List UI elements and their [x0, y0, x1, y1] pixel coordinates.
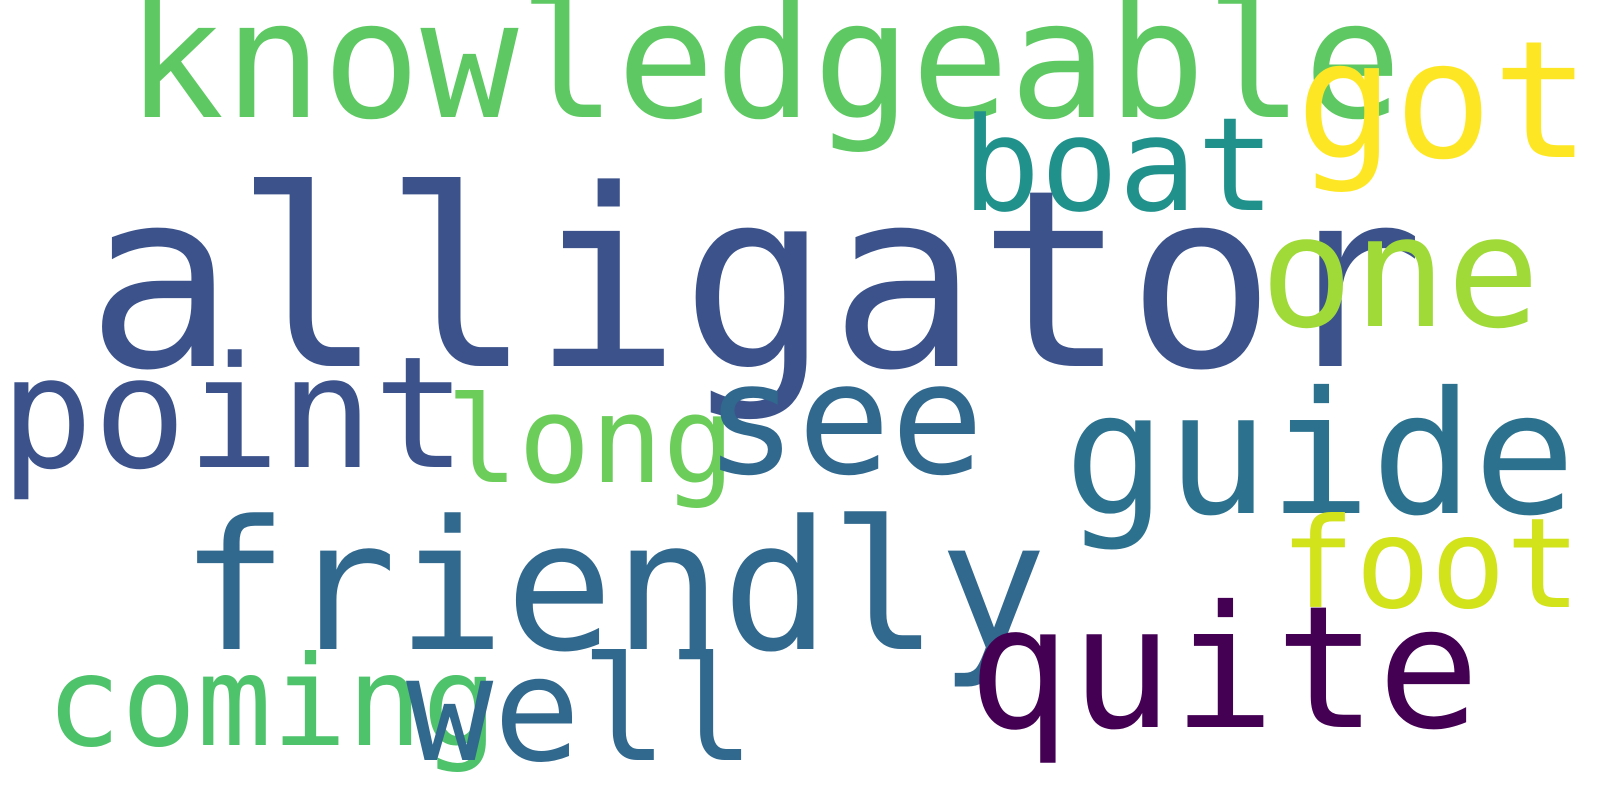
word-well: well: [406, 626, 756, 795]
word-see: see: [704, 329, 984, 510]
word-quite: quite: [968, 570, 1480, 768]
word-knowledgeable: knowledgeable: [126, 0, 1402, 156]
word-one: one: [1260, 182, 1540, 363]
word-guide: guide: [1064, 356, 1576, 554]
word-foot: foot: [1280, 492, 1582, 637]
word-friendly: friendly: [180, 483, 1047, 692]
word-got: got: [1296, 7, 1591, 196]
word-boat: boat: [962, 89, 1276, 241]
word-long: long: [446, 372, 735, 511]
word-alligator: alligator: [86, 138, 1425, 425]
word-point: point: [0, 323, 467, 504]
word-coming: coming: [46, 630, 498, 775]
